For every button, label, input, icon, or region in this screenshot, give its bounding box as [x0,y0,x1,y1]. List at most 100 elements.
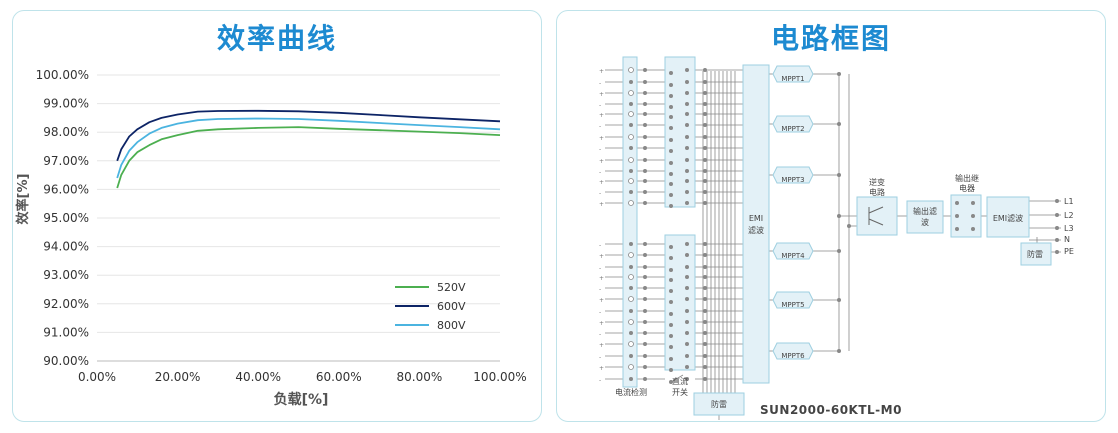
pv-sign: - [599,331,601,338]
output-pe: PE [1064,247,1074,256]
node-dot [669,138,673,142]
pv-sign: - [599,309,601,316]
mppt-block [772,342,814,360]
pv-sign: - [599,377,601,384]
y-tick-labels: 90.00% 91.00% 92.00% 93.00% 94.00% 95.00% 96.0… [36,68,89,368]
pv-sign: - [599,265,601,272]
x-tick-labels: 0.00% 20.00% 40.00% 60.00% 80.00% 100.00% [78,370,527,384]
dc-switch-label-1: 直流 [672,376,688,386]
pv-sign: - [599,190,601,197]
node-dot [703,112,707,116]
series-line-800V [116,117,501,179]
y-tick-label: 95.00% [43,211,89,225]
model-caption: SUN2000-60KTL-M0 [760,403,902,417]
surge-out-block [1020,242,1052,266]
x-axis-label: 负载[%] [274,391,329,408]
node-dot [955,227,959,231]
node-dot [703,91,707,95]
pv-sign: + [599,320,604,327]
node-dot [643,158,647,162]
mppt3-label: MPPT3 [781,176,804,184]
node-dot [643,190,647,194]
node-dot [685,275,689,279]
pv-sign: - [599,286,601,293]
pv-sign: + [599,179,604,186]
efficiency-title: 效率曲线 [216,22,337,55]
node-dot [685,190,689,194]
node-dot [629,80,633,84]
node-dot [669,300,673,304]
node-dot [703,365,707,369]
pv-sign: + [599,365,604,372]
pv-sign: + [599,112,604,119]
y-axis-label: 效率[%] [15,174,31,225]
node-dot [643,377,647,381]
output-n: N [1064,235,1070,244]
node-dot [629,169,633,173]
node-dot [685,354,689,358]
node-dot [703,190,707,194]
emi-out-label: EMI滤波 [993,213,1023,223]
y-tick-label: 93.00% [43,268,89,282]
node-dot [629,331,633,335]
node-dot [703,179,707,183]
node-dot [685,242,689,246]
node-dot [1055,250,1059,254]
pv-sign: + [599,91,604,98]
igbt-symbol [868,206,884,226]
x-tick-label: 100.00% [473,370,526,384]
x-tick-label: 20.00% [155,370,201,384]
chart-legend: 520V 600V 800V [395,281,466,332]
node-dot [643,242,647,246]
surge-block [693,392,745,416]
inverter-label-1: 逆变 [869,177,885,187]
node-dot [685,123,689,127]
node-dot [703,297,707,301]
node-dot [971,214,975,218]
x-tick-label: 40.00% [235,370,281,384]
terminal [628,274,634,280]
legend-label: 600V [437,300,466,313]
mppt-block [772,65,814,83]
node-dot [703,146,707,150]
node-dot [971,201,975,205]
node-dot [685,265,689,269]
terminal [628,200,634,206]
terminal [628,178,634,184]
node-dot [685,309,689,313]
node-dot [685,342,689,346]
node-dot [629,354,633,358]
node-dot [629,309,633,313]
terminal [628,134,634,140]
node-dot [643,275,647,279]
node-dot [837,214,841,218]
node-dot [629,102,633,106]
node-dot [837,122,841,126]
node-dot [669,115,673,119]
y-tick-label: 99.00% [43,97,89,111]
output-l3: L3 [1064,224,1074,233]
node-dot [703,135,707,139]
current-detect-block [622,56,638,388]
node-dot [971,227,975,231]
node-dot [643,286,647,290]
x-tick-label: 60.00% [316,370,362,384]
node-dot [669,149,673,153]
pv-sign: + [599,68,604,75]
out-filter-label-1: 输出滤 [913,206,937,216]
node-dot [1055,213,1059,217]
node-dot [847,224,851,228]
node-dot [703,158,707,162]
pv-sign: - [599,146,601,153]
mppt-block [772,166,814,184]
node-dot [685,286,689,290]
y-tick-label: 92.00% [43,297,89,311]
relay-label-2: 电器 [959,183,975,193]
node-dot [685,146,689,150]
node-dot [1055,199,1059,203]
node-dot [837,298,841,302]
node-dot [669,278,673,282]
node-dot [685,365,689,369]
mppt1-label: MPPT1 [781,75,804,83]
legend-label: 800V [437,319,466,332]
